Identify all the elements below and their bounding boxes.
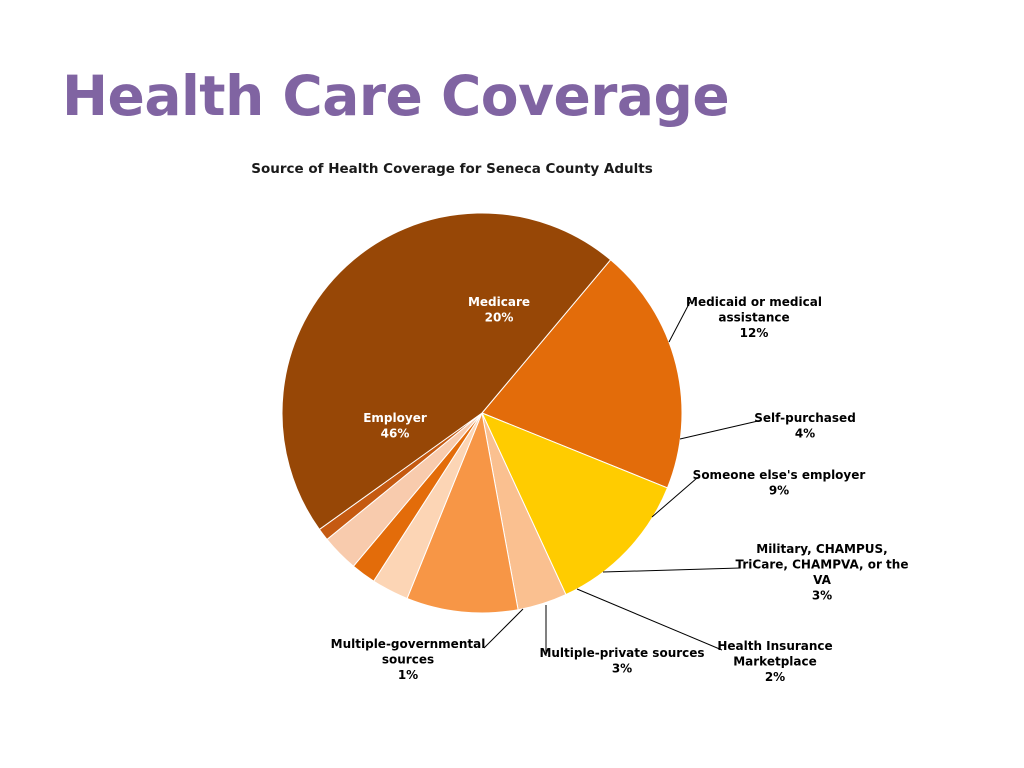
leader-line bbox=[668, 301, 691, 343]
slice-label: Medicaid or medical assistance 12% bbox=[686, 295, 822, 340]
slice-label: Health Insurance Marketplace 2% bbox=[717, 639, 832, 684]
slice-label: Someone else's employer 9% bbox=[693, 468, 866, 498]
pie-slice bbox=[481, 412, 669, 596]
pie-slice bbox=[406, 411, 519, 614]
slice-label: Employer 46% bbox=[363, 411, 427, 441]
slice-label: Multiple-private sources 3% bbox=[539, 646, 704, 676]
leader-line bbox=[483, 608, 524, 649]
leader-line bbox=[576, 588, 723, 651]
slide-title: Health Care Coverage bbox=[62, 64, 730, 128]
leader-line bbox=[651, 477, 698, 518]
leader-line bbox=[602, 567, 741, 573]
slice-label: Multiple-governmental sources 1% bbox=[331, 637, 486, 682]
pie-slice bbox=[281, 212, 612, 531]
slice-label: Military, CHAMPUS, TriCare, CHAMPVA, or t… bbox=[736, 542, 909, 603]
slice-label: Self-purchased 4% bbox=[754, 411, 856, 441]
leader-line bbox=[679, 420, 759, 440]
pie-slice bbox=[481, 259, 683, 489]
chart-title: Source of Health Coverage for Seneca Cou… bbox=[251, 161, 653, 177]
slice-label: Medicare 20% bbox=[468, 295, 530, 325]
